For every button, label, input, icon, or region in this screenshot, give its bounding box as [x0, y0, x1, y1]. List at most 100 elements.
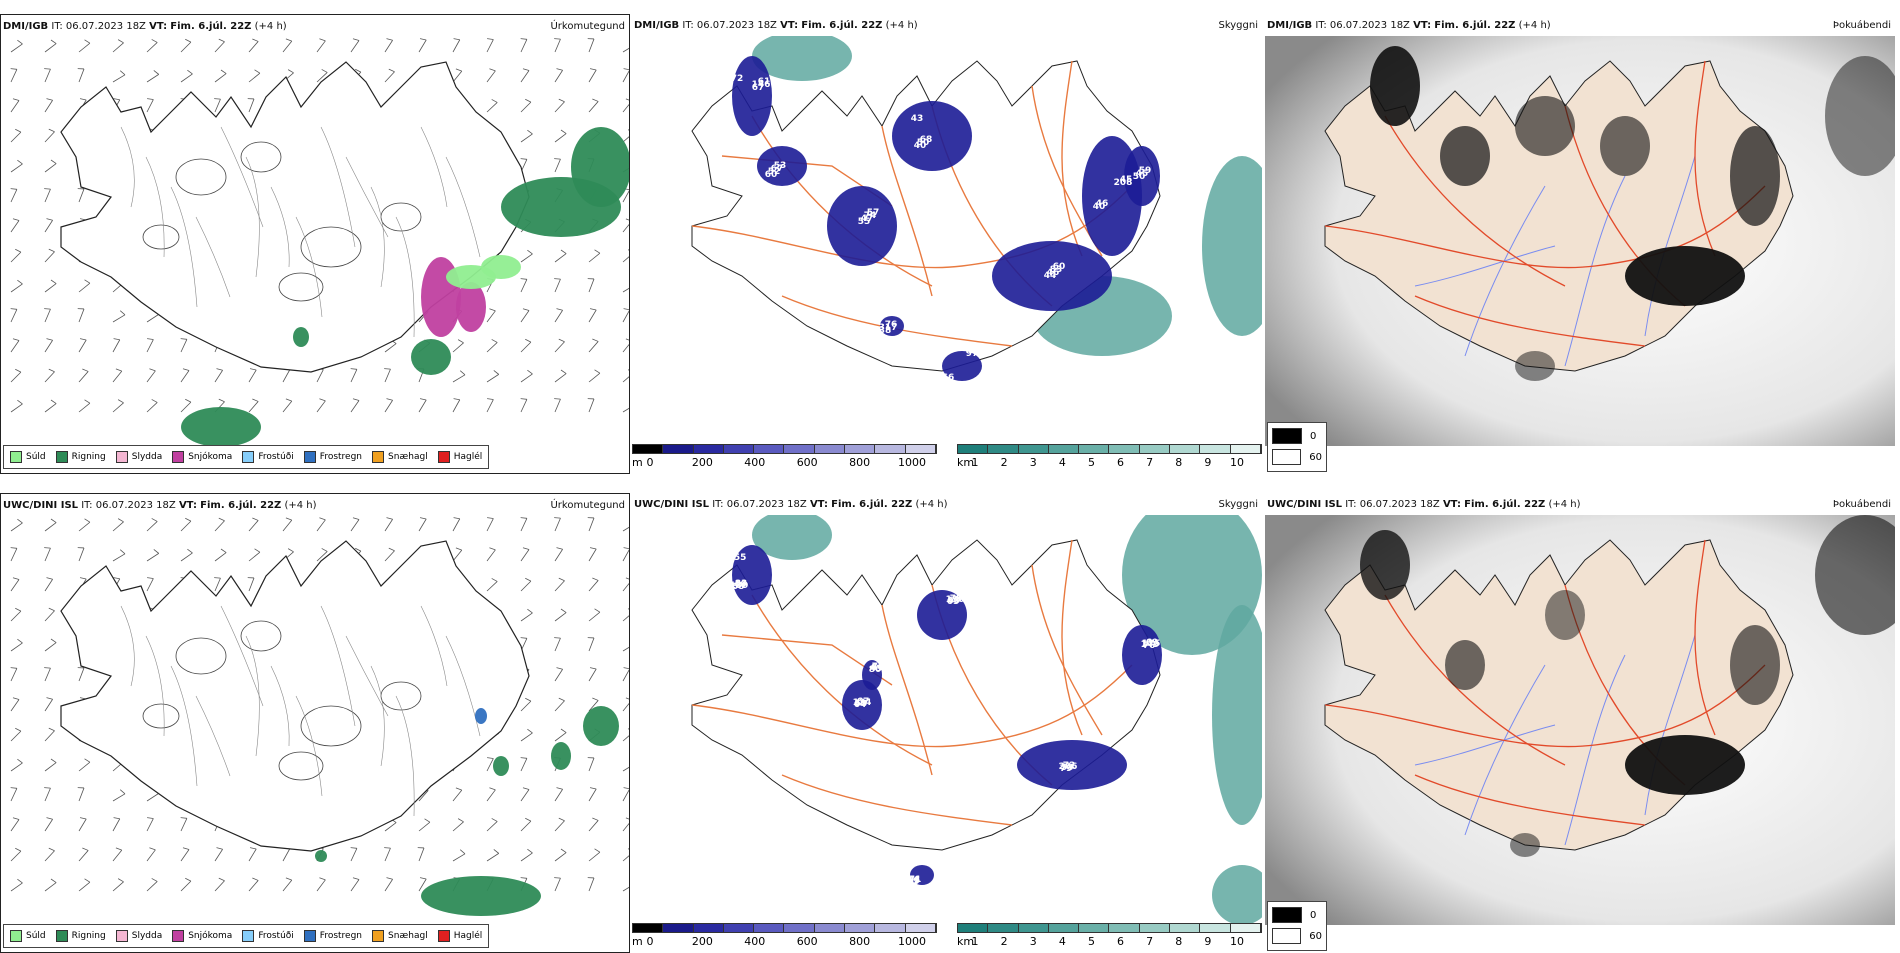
glacier-outline	[278, 272, 324, 302]
wind-barb	[282, 398, 293, 413]
wind-barb	[622, 667, 629, 682]
cloud-base-label: 65	[908, 876, 921, 886]
wind-barb	[486, 757, 494, 772]
wind-barb	[146, 70, 159, 83]
wind-barb	[77, 308, 85, 323]
wind-barb	[44, 607, 55, 622]
legend-swatch	[372, 451, 385, 463]
wind-barb	[588, 308, 597, 323]
wind-barb	[622, 369, 629, 383]
visibility-area	[1212, 865, 1262, 925]
wind-barb	[44, 847, 55, 862]
colorbar-tick: 0	[646, 456, 654, 469]
river	[1644, 155, 1696, 337]
wind-barb	[520, 249, 533, 263]
colorbar-segment	[723, 445, 755, 453]
wind-barb	[44, 667, 51, 682]
wind-barb	[588, 697, 599, 712]
cloud-base-label: 46	[1047, 268, 1060, 278]
colorbar-tick: 1	[971, 935, 979, 948]
wind-barb	[587, 38, 595, 53]
terrain-line	[120, 605, 135, 687]
wind-barb	[10, 39, 23, 53]
wind-barb	[316, 398, 326, 413]
wind-barb	[248, 548, 261, 562]
road	[1414, 295, 1646, 347]
fog-legend-swatch	[1272, 428, 1302, 444]
wind-barb	[587, 278, 595, 293]
wind-barb	[587, 637, 595, 652]
wind-barb	[588, 369, 601, 383]
wind-barb	[112, 399, 124, 413]
wind-barb	[10, 577, 20, 592]
wind-barb	[520, 608, 533, 622]
colorbar-tick: 3	[1029, 935, 1037, 948]
legend-item: Slydda	[115, 451, 162, 463]
legend-item: Rigning	[55, 451, 106, 463]
legend-item: Frostúði	[242, 930, 294, 942]
terrain-line	[395, 216, 415, 338]
wind-barb	[384, 68, 395, 83]
wind-barb	[520, 517, 528, 532]
wind-barb	[520, 369, 533, 383]
wind-barb	[247, 98, 255, 113]
legend-item: Rigning	[55, 930, 106, 942]
legend-swatch	[55, 451, 68, 463]
wind-barb	[554, 338, 565, 353]
colorbar-tick: 600	[796, 456, 818, 469]
colorbar-segment	[633, 924, 664, 932]
colorbar-segment	[1170, 924, 1201, 932]
wind-barb	[486, 517, 494, 532]
colorbar-segment	[663, 445, 694, 453]
fog-legend-value: 0	[1310, 430, 1317, 442]
legend-label: Súld	[26, 452, 46, 462]
wind-barb	[316, 38, 326, 53]
cloud-base-label: 55	[858, 217, 871, 227]
wind-barb	[520, 577, 532, 592]
colorbar-segment	[1139, 445, 1171, 453]
legend-label: Snjókoma	[188, 931, 233, 941]
river	[1414, 724, 1556, 766]
wind-barb	[520, 757, 528, 772]
low-cloud-area	[862, 660, 882, 690]
fog-area	[1440, 126, 1490, 186]
wind-barb	[520, 338, 532, 353]
colorbar-segment	[905, 445, 936, 453]
legend-swatch	[303, 930, 316, 942]
legend-swatch	[172, 451, 185, 463]
colorbar-segment	[814, 924, 846, 932]
legend-item: Frostregn	[303, 930, 362, 942]
fog-legend-row: 0	[1272, 428, 1322, 444]
wind-barb	[554, 38, 561, 53]
wind-barb	[350, 398, 360, 413]
wind-barb	[350, 368, 358, 383]
wind-barb	[214, 517, 225, 532]
fog-legend: 0 60	[1267, 901, 1327, 951]
wind-barb	[10, 279, 23, 293]
wind-barb	[486, 849, 499, 862]
colorbar-segment	[1018, 445, 1049, 453]
wind-barb	[112, 789, 126, 802]
glacier-outline	[142, 703, 180, 729]
fog-legend-row: 60	[1272, 449, 1322, 465]
cloud-base-label: 139	[730, 581, 749, 591]
wind-barb	[588, 817, 599, 832]
terrain-line	[370, 665, 385, 767]
wind-barb	[622, 608, 629, 622]
wind-barb	[180, 877, 192, 892]
road	[1061, 539, 1083, 736]
wind-barb	[622, 643, 629, 652]
low-cloud-area	[892, 101, 972, 171]
wind-barb	[588, 338, 599, 353]
cloud-base-label: 52	[768, 167, 781, 177]
wind-barb	[622, 68, 629, 83]
wind-barb	[44, 39, 57, 53]
wind-barb	[520, 68, 530, 83]
wind-barb	[554, 848, 567, 862]
wind-barb	[112, 847, 123, 862]
colorbar-tick: 8	[1175, 456, 1183, 469]
wind-barb	[554, 68, 563, 83]
panel-header: DMI/IGB IT: 06.07.2023 18Z VT: Fim. 6.jú…	[1267, 20, 1551, 31]
cloud-base-label: 50	[917, 138, 930, 148]
colorbar-segment	[1048, 924, 1080, 932]
